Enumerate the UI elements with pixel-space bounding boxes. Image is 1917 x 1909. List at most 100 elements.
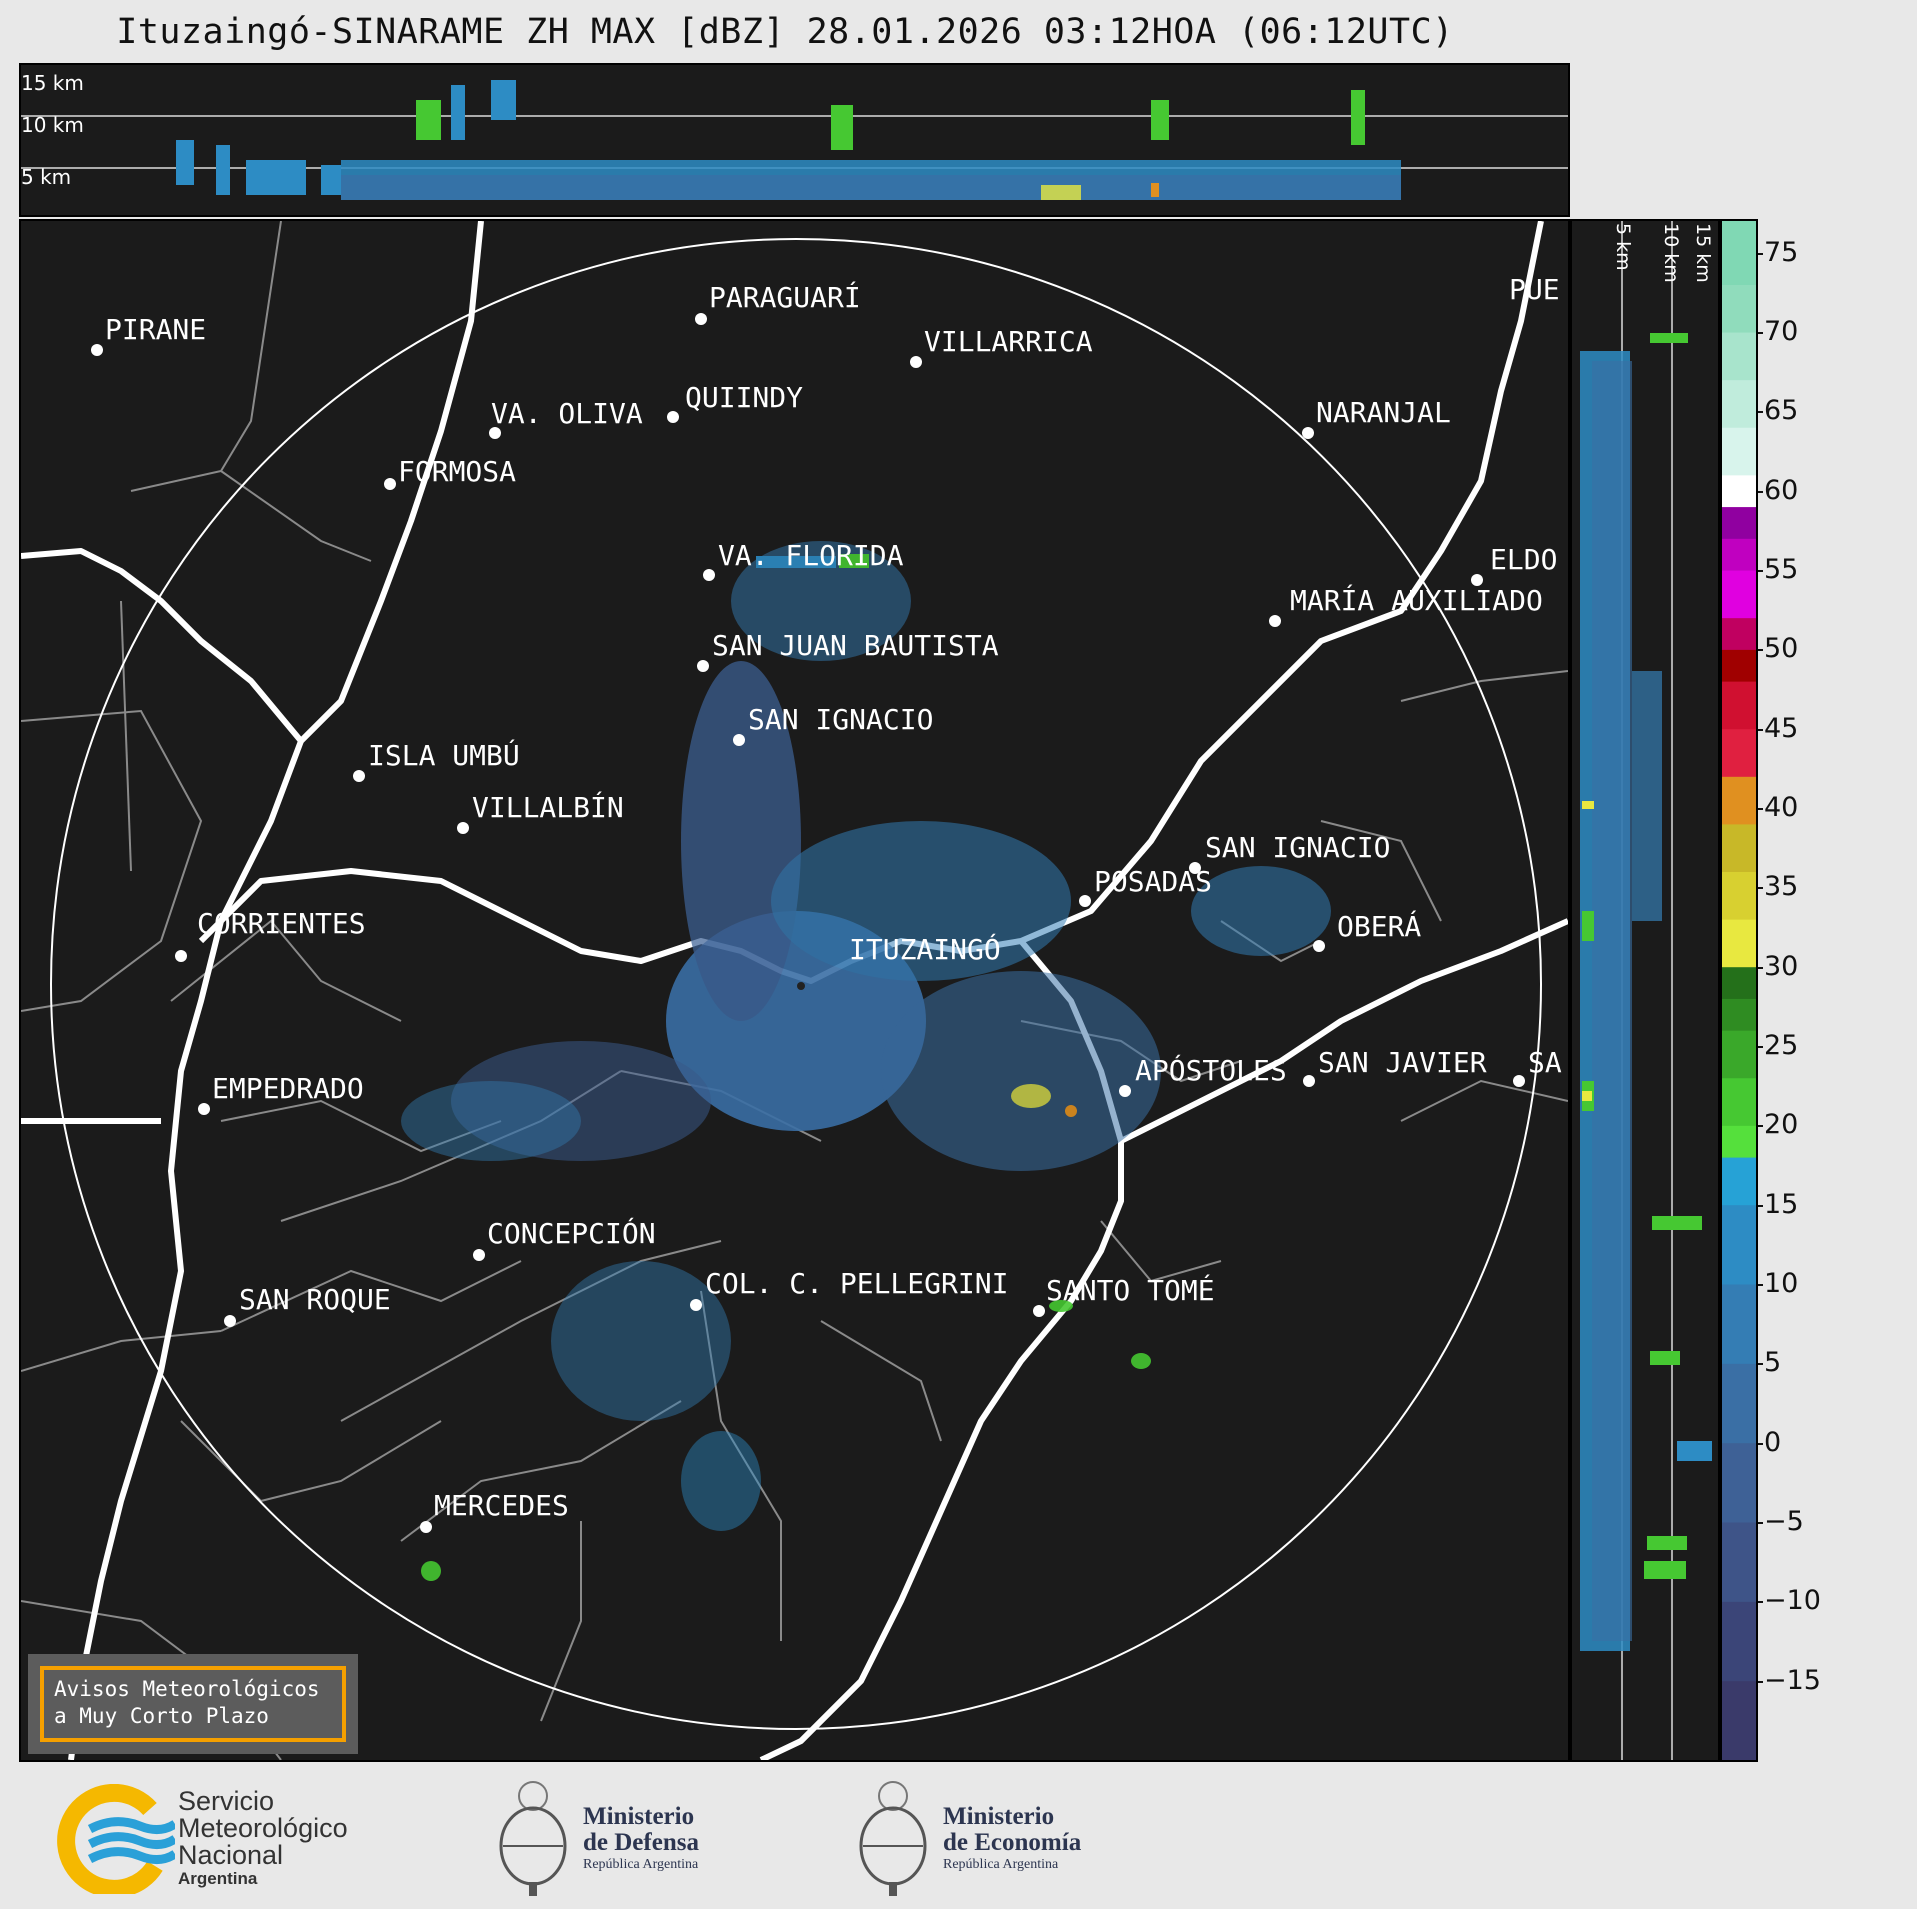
radar-range-ring <box>50 238 1542 1730</box>
colorbar-tick-label: 25 <box>1764 1030 1799 1062</box>
colorbar-tick-mark <box>1758 1204 1763 1207</box>
city-label-quiindy: QUIINDY <box>685 381 804 414</box>
colorbar-segment <box>1722 966 1756 999</box>
city-label-mercedes: MERCEDES <box>434 1489 569 1522</box>
city-label-corrientes: CORRIENTES <box>197 907 366 940</box>
city-label-empedrado: EMPEDRADO <box>212 1072 364 1105</box>
city-label-villarrica: VILLARRICA <box>924 325 1093 358</box>
alert-line-2: a Muy Corto Plazo <box>54 1704 269 1728</box>
economia-line-3: República Argentina <box>943 1857 1059 1872</box>
colorbar-segment <box>1722 1284 1756 1364</box>
city-label-san-roque: SAN ROQUE <box>239 1283 391 1316</box>
colorbar-tick-label: −5 <box>1764 1506 1804 1537</box>
colorbar-segment <box>1722 1363 1756 1444</box>
city-label-paraguari: PARAGUARÍ <box>709 281 861 314</box>
colorbar-segment <box>1722 998 1756 1031</box>
city-label-apostoles: APÓSTOLES <box>1135 1054 1287 1087</box>
colorbar-tick-label: 15 <box>1764 1188 1799 1220</box>
city-label-san-javier: SAN JAVIER <box>1318 1046 1487 1079</box>
colorbar-segment <box>1722 728 1756 777</box>
footer-logos: Servicio Meteorológico Nacional Argentin… <box>0 1762 1917 1909</box>
colorbar-tick-mark <box>1758 332 1763 335</box>
reflectivity-echoes <box>401 541 1331 1581</box>
economia-shield-icon <box>859 1781 927 1896</box>
smn-line-2: Meteorológico <box>178 1813 348 1843</box>
colorbar-segment <box>1722 427 1756 476</box>
city-label-naranjal: NARANJAL <box>1316 396 1451 429</box>
colorbar-segment <box>1722 617 1756 650</box>
colorbar-tick-label: 10 <box>1764 1268 1799 1300</box>
radar-site-label: ITUZAINGÓ <box>849 933 1001 966</box>
smn-line-1: Servicio <box>178 1786 275 1816</box>
colorbar-tick-label: 45 <box>1764 712 1799 744</box>
side-strip-echoes <box>1580 333 1712 1651</box>
defensa-shield-icon <box>499 1781 567 1896</box>
reflectivity-colorbar <box>1720 219 1758 1762</box>
city-label-obera: OBERÁ <box>1337 910 1422 943</box>
smn-line-4: Argentina <box>178 1869 258 1888</box>
colorbar-segment <box>1722 871 1756 920</box>
defensa-logo-text: Ministerio de Defensa República Argentin… <box>583 1804 699 1874</box>
colorbar-tick-label: 20 <box>1764 1109 1799 1141</box>
colorbar-tick-mark <box>1758 887 1763 890</box>
colorbar-tick-label: 5 <box>1764 1347 1782 1379</box>
colorbar-tick-mark <box>1758 1363 1763 1366</box>
colorbar-tick-mark <box>1758 1284 1763 1287</box>
colorbar-tick-label: 40 <box>1764 792 1799 824</box>
smn-logo-icon <box>57 1784 175 1894</box>
smn-logo-text: Servicio Meteorológico Nacional Argentin… <box>178 1788 348 1889</box>
colorbar-segment <box>1722 506 1756 539</box>
colorbar-segment <box>1722 570 1756 619</box>
colorbar-tick-mark <box>1758 570 1763 573</box>
colorbar-segment <box>1722 1442 1756 1523</box>
colorbar-segment <box>1722 284 1756 333</box>
colorbar-tick-mark <box>1758 1125 1763 1128</box>
economia-line-2: de Economía <box>943 1829 1082 1856</box>
city-label-pirane: PIRANE <box>105 313 207 346</box>
colorbar-tick-mark <box>1758 1046 1763 1049</box>
colorbar-segment <box>1722 1680 1756 1760</box>
colorbar-tick-mark <box>1758 411 1763 414</box>
colorbar-tick-mark <box>1758 1680 1763 1683</box>
colorbar-tick-label: 60 <box>1764 474 1799 506</box>
defensa-line-1: Ministerio <box>583 1803 695 1830</box>
colorbar-segment <box>1722 538 1756 571</box>
city-label-sa: SA <box>1528 1046 1562 1079</box>
side-cross-section-panel: 5 km 10 km 15 km <box>1570 219 1720 1762</box>
defensa-line-2: de Defensa <box>583 1829 699 1856</box>
colorbar-tick-mark <box>1758 1601 1763 1604</box>
city-label-concepcion: CONCEPCIÓN <box>487 1217 656 1250</box>
colorbar-segment <box>1722 1077 1756 1126</box>
page-title: Ituzaingó-SINARAME ZH MAX [dBZ] 28.01.20… <box>116 12 1454 52</box>
map-svg <box>21 221 1568 1760</box>
city-label-eldo: ELDO <box>1490 543 1558 576</box>
colorbar-segment <box>1722 332 1756 381</box>
colorbar-tick-mark <box>1758 1442 1763 1445</box>
alert-box-frame[interactable]: Avisos Meteorológicos a Muy Corto Plazo <box>40 1666 346 1742</box>
colorbar-tick-label: 30 <box>1764 950 1799 982</box>
colorbar-segment <box>1722 776 1756 825</box>
city-dots <box>91 313 1525 1533</box>
colorbar-tick-label: 70 <box>1764 316 1799 348</box>
colorbar-tick-label: 0 <box>1764 1426 1782 1458</box>
height-label-15km: 15 km <box>21 71 84 95</box>
colorbar-tick-mark <box>1758 1522 1763 1524</box>
city-label-posadas: POSADAS <box>1094 865 1213 898</box>
colorbar-segment <box>1722 919 1756 968</box>
defensa-line-3: República Argentina <box>583 1857 699 1872</box>
colorbar-tick-mark <box>1758 252 1763 255</box>
city-label-formosa: FORMOSA <box>398 455 517 488</box>
colorbar-segment <box>1722 474 1756 508</box>
city-label-pue: PUE <box>1509 273 1560 306</box>
colorbar-segment <box>1722 1125 1756 1158</box>
alert-line-1: Avisos Meteorológicos <box>54 1677 320 1701</box>
economia-line-1: Ministerio <box>943 1803 1055 1830</box>
city-label-san-ignacio-py: SAN IGNACIO <box>748 703 934 736</box>
alert-box[interactable]: Avisos Meteorológicos a Muy Corto Plazo <box>28 1654 358 1754</box>
city-label-maria-auxiliado: MARÍA AUXILIADO <box>1290 584 1543 617</box>
city-label-san-juan-bautista: SAN JUAN BAUTISTA <box>712 629 999 662</box>
city-label-villalbin: VILLALBÍN <box>472 791 624 824</box>
city-label-va-oliva: VA. OLIVA <box>491 397 643 430</box>
side-height-label-5km: 5 km <box>1612 223 1634 271</box>
colorbar-tick-label: 35 <box>1764 871 1799 903</box>
